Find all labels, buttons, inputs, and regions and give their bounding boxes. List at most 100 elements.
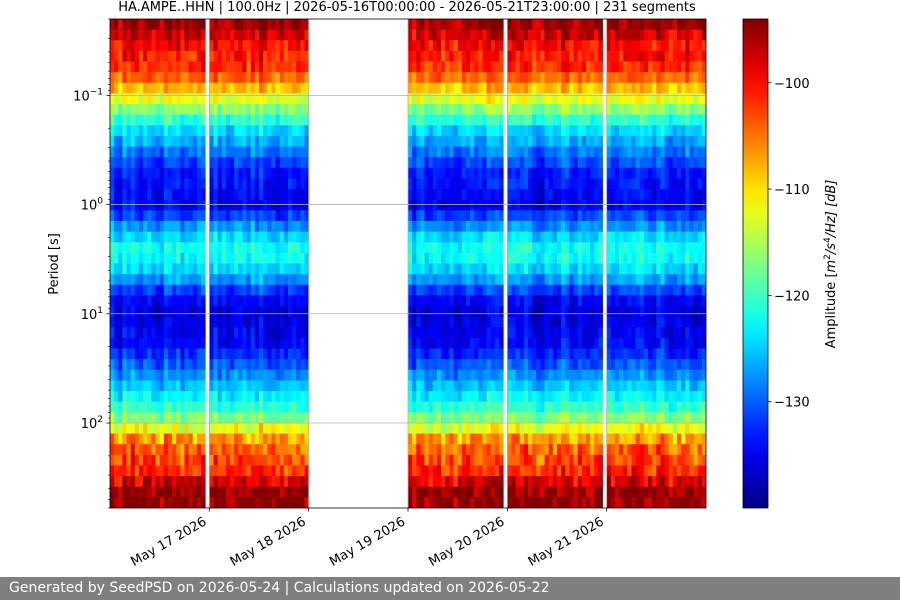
spectrogram-cell xyxy=(279,465,285,477)
spectrogram-cell xyxy=(465,72,471,84)
spectrogram-cell xyxy=(151,19,156,31)
spectrogram-cell xyxy=(428,157,434,169)
spectrogram-cell xyxy=(573,199,579,211)
spectrogram-cell xyxy=(643,146,649,158)
spectrogram-cell xyxy=(221,135,227,147)
spectrogram-cell xyxy=(523,93,529,105)
spectrogram-cell xyxy=(408,104,413,116)
spectrogram-cell xyxy=(478,380,483,392)
spectrogram-cell xyxy=(151,199,156,211)
spectrogram-cell xyxy=(147,465,152,477)
spectrogram-cell xyxy=(275,401,281,413)
spectrogram-cell xyxy=(428,422,434,434)
spectrogram-cell xyxy=(283,465,289,477)
spectrogram-cell xyxy=(250,306,256,318)
spectrogram-cell xyxy=(639,295,645,307)
spectrogram-cell xyxy=(110,157,115,169)
spectrogram-cell xyxy=(590,199,595,211)
spectrogram-cell xyxy=(163,359,169,371)
spectrogram-cell xyxy=(610,306,616,318)
spectrogram-cell xyxy=(424,135,430,147)
spectrogram-cell xyxy=(147,135,152,147)
spectrogram-cell xyxy=(209,29,214,41)
spectrogram-cell xyxy=(652,274,657,286)
spectrogram-cell xyxy=(238,391,243,403)
spectrogram-cell xyxy=(138,465,144,477)
spectrogram-cell xyxy=(486,146,492,158)
spectrogram-cell xyxy=(213,391,219,403)
spectrogram-cell xyxy=(300,40,305,52)
spectrogram-cell xyxy=(432,252,438,264)
spectrogram-cell xyxy=(635,93,641,105)
spectrogram-cell xyxy=(221,327,227,339)
spectrogram-cell xyxy=(246,306,252,318)
spectrogram-cell xyxy=(573,189,579,201)
spectrogram-cell xyxy=(155,316,161,328)
spectrogram-cell xyxy=(528,199,533,211)
spectrogram-cell xyxy=(151,50,156,62)
spectrogram-cell xyxy=(606,125,612,137)
spectrogram-cell xyxy=(528,465,533,477)
spectrogram-cell xyxy=(457,316,463,328)
spectrogram-cell xyxy=(441,380,446,392)
spectrogram-cell xyxy=(424,252,430,264)
spectrogram-cell xyxy=(188,210,194,222)
spectrogram-cell xyxy=(494,114,500,126)
spectrogram-cell xyxy=(163,444,169,456)
spectrogram-cell xyxy=(428,104,434,116)
spectrogram-cell xyxy=(296,422,301,434)
spectrogram-cell xyxy=(263,263,268,275)
spectrogram-cell xyxy=(544,72,550,84)
spectrogram-cell xyxy=(234,263,239,275)
spectrogram-cell xyxy=(151,348,156,360)
spectrogram-cell xyxy=(267,412,272,424)
spectrogram-cell xyxy=(217,50,223,62)
spectrogram-cell xyxy=(445,72,450,84)
spectrogram-cell xyxy=(138,274,144,286)
spectrogram-cell xyxy=(167,50,173,62)
spectrogram-cell xyxy=(221,412,227,424)
spectrogram-cell xyxy=(209,327,214,339)
spectrogram-cell xyxy=(635,295,641,307)
spectrogram-cell xyxy=(511,220,517,233)
spectrogram-cell xyxy=(470,369,475,381)
spectrogram-cell xyxy=(217,359,223,371)
spectrogram-cell xyxy=(660,348,666,360)
spectrogram-cell xyxy=(234,93,239,105)
spectrogram-cell xyxy=(557,19,562,31)
spectrogram-cell xyxy=(598,369,603,381)
spectrogram-cell xyxy=(585,61,591,73)
spectrogram-cell xyxy=(627,157,632,169)
spectrogram-cell xyxy=(610,146,616,158)
spectrogram-cell xyxy=(594,348,599,360)
spectrogram-cell xyxy=(486,29,492,41)
spectrogram-cell xyxy=(470,72,475,84)
spectrogram-cell xyxy=(494,19,500,31)
spectrogram-cell xyxy=(660,306,666,318)
spectrogram-cell xyxy=(172,433,177,445)
spectrogram-cell xyxy=(523,465,529,477)
spectrogram-cell xyxy=(408,135,413,147)
spectrogram-cell xyxy=(648,220,653,233)
spectrogram-cell xyxy=(494,391,500,403)
spectrogram-cell xyxy=(176,454,181,466)
spectrogram-cell xyxy=(519,178,525,190)
spectrogram-cell xyxy=(250,295,256,307)
spectrogram-cell xyxy=(225,444,231,456)
spectrogram-cell xyxy=(519,231,525,243)
spectrogram-cell xyxy=(585,306,591,318)
spectrogram-cell xyxy=(436,454,442,466)
spectrogram-cell xyxy=(130,444,136,456)
spectrogram-cell xyxy=(283,497,289,508)
spectrogram-cell xyxy=(648,391,653,403)
spectrogram-cell xyxy=(652,359,657,371)
spectrogram-cell xyxy=(254,29,260,41)
spectrogram-cell xyxy=(523,104,529,116)
spectrogram-cell xyxy=(548,284,554,296)
spectrogram-cell xyxy=(606,295,612,307)
spectrogram-cell xyxy=(643,284,649,296)
spectrogram-cell xyxy=(461,476,467,488)
spectrogram-cell xyxy=(122,391,127,403)
spectrogram-cell xyxy=(585,274,591,286)
spectrogram-cell xyxy=(610,231,616,243)
